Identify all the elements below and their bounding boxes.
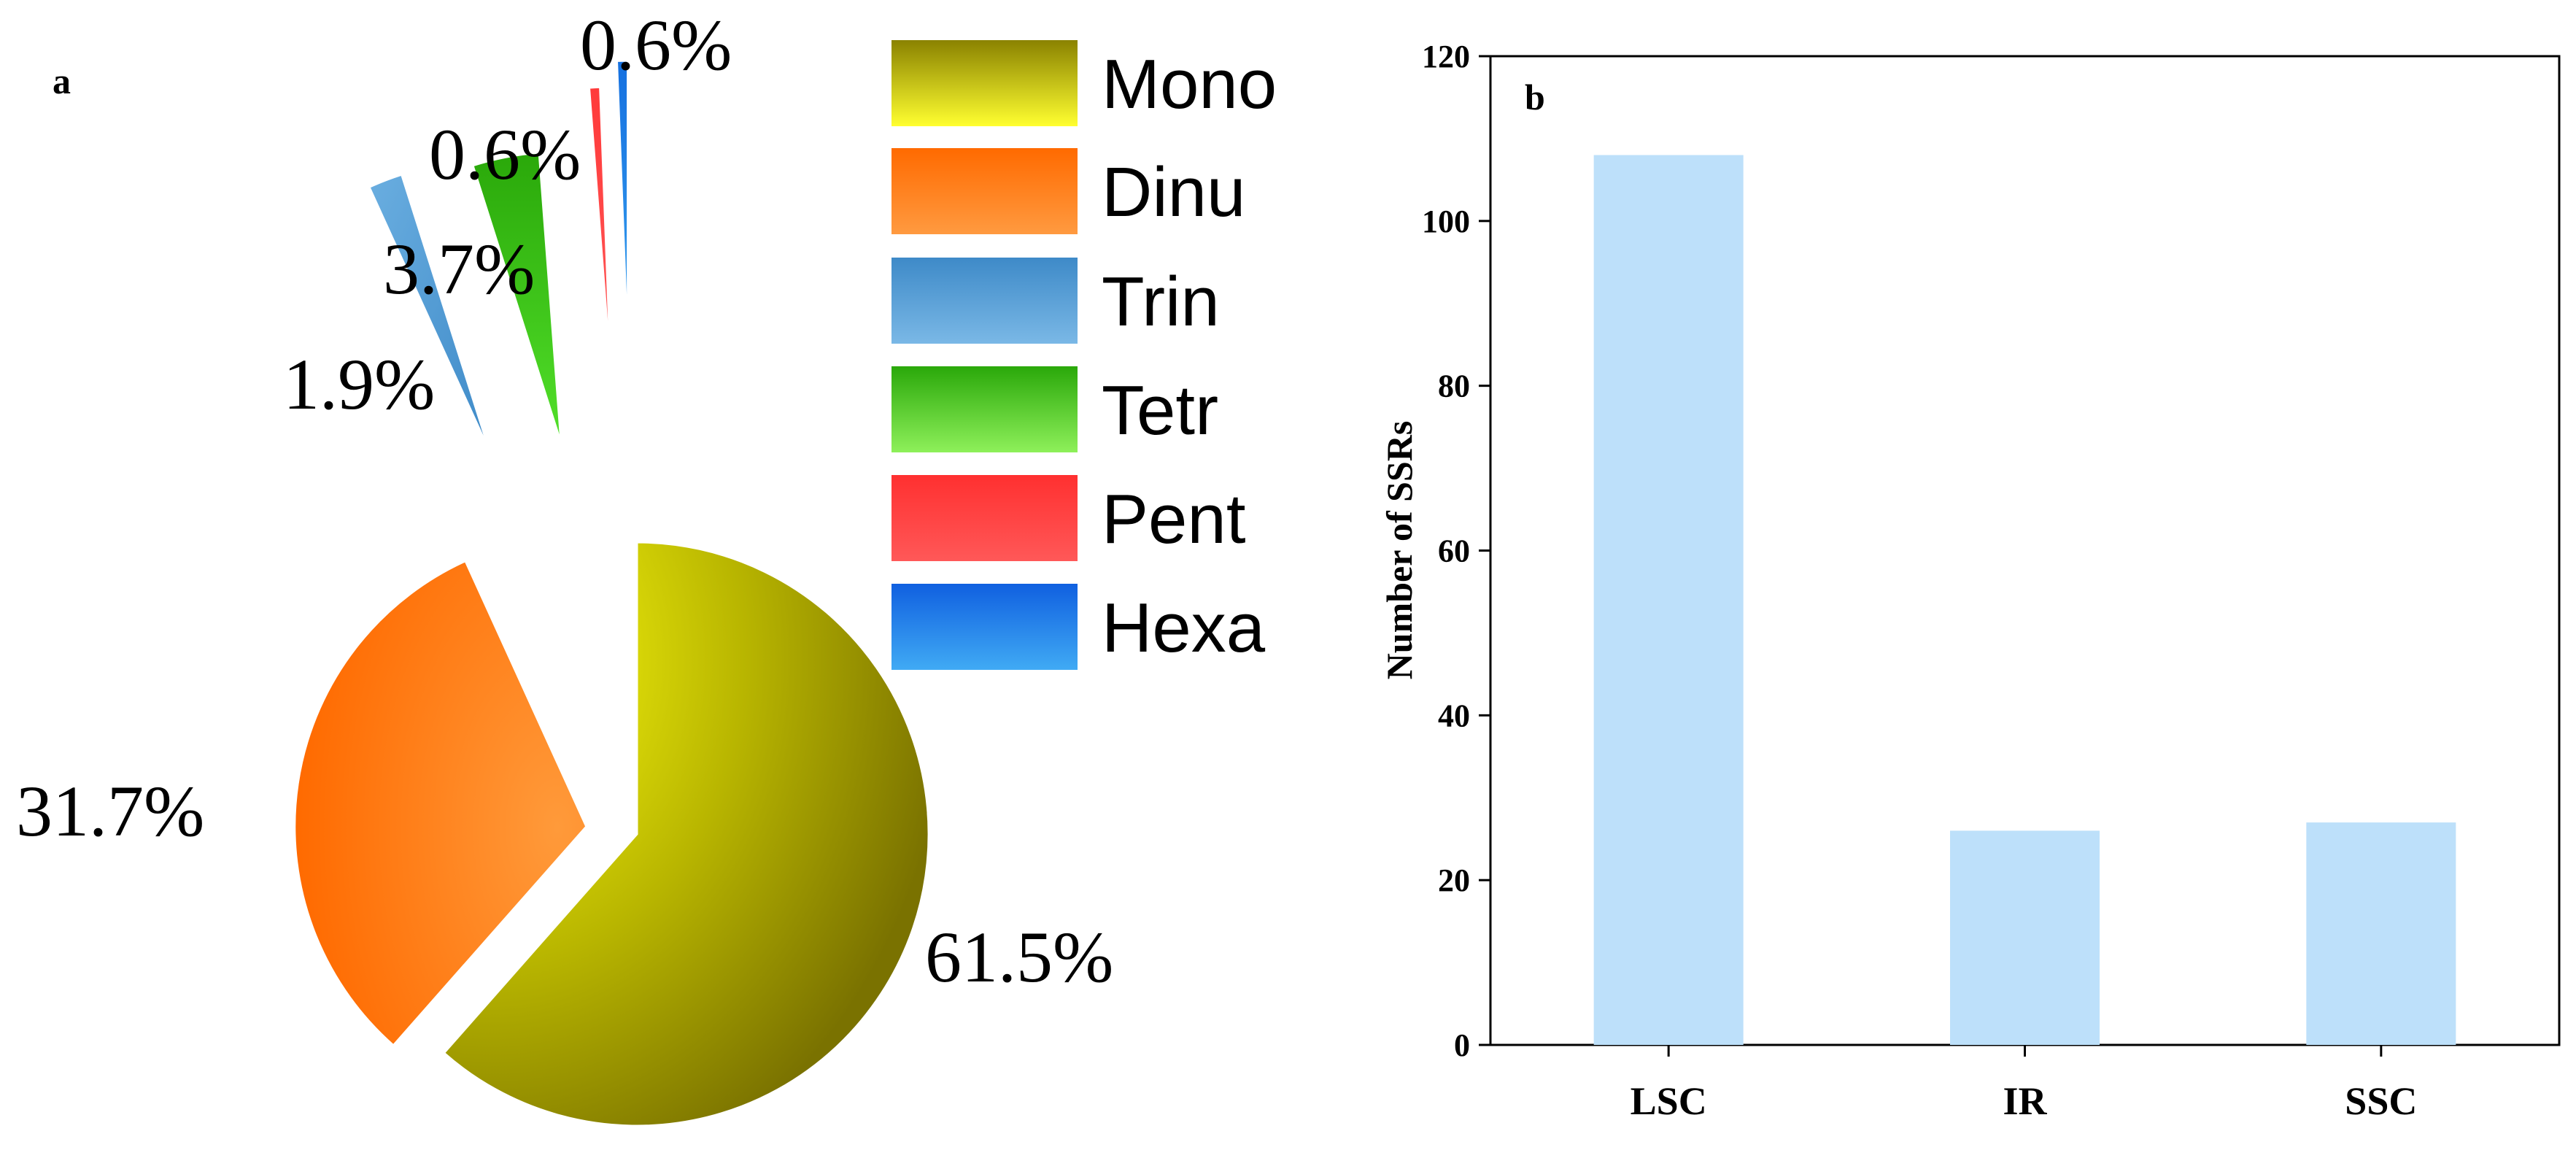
x-tick-label-ssc: SSC	[2345, 1079, 2417, 1123]
pie-slice-trin	[368, 173, 492, 454]
panel-b-label: b	[1525, 77, 1545, 117]
pie-label-hexa: 0.6%	[580, 4, 732, 85]
y-axis-ticks: 0 20 40 60 80 100 120	[1422, 39, 1490, 1063]
pie-label-tetr: 3.7%	[383, 228, 535, 309]
legend-label-tetr: Tetr	[1102, 371, 1218, 449]
x-tick-label-lsc: LSC	[1631, 1079, 1707, 1123]
bar-ssc	[2306, 822, 2456, 1045]
y-tick-label: 40	[1438, 698, 1470, 733]
legend-swatch-pent	[891, 475, 1078, 561]
y-tick-label: 0	[1454, 1027, 1470, 1063]
x-axis-labels: LSC IR SSC	[1631, 1045, 2417, 1123]
legend-swatch-hexa	[891, 584, 1078, 670]
y-tick-label: 120	[1422, 39, 1470, 74]
bar-lsc	[1593, 155, 1744, 1045]
legend-label-pent: Pent	[1102, 480, 1245, 558]
pie-label-trin: 1.9%	[283, 344, 435, 425]
pie-label-mono: 61.5%	[925, 916, 1113, 997]
legend-label-hexa: Hexa	[1102, 589, 1266, 667]
legend-label-mono: Mono	[1102, 45, 1277, 123]
pie-label-dinu: 31.7%	[16, 771, 204, 852]
legend-label-trin: Trin	[1102, 263, 1220, 341]
pie-legend: Mono Dinu Trin Tetr Pent Hexa	[891, 40, 1277, 670]
pie-slice-dinu	[293, 559, 588, 1047]
bar-ir	[1950, 830, 2100, 1045]
legend-swatch-trin	[891, 258, 1078, 344]
pie-chart	[293, 59, 930, 1127]
y-tick-label: 80	[1438, 368, 1470, 404]
panel-a-label: a	[53, 61, 71, 101]
legend-label-dinu: Dinu	[1102, 153, 1245, 231]
y-axis-title: Number of SSRs	[1379, 421, 1420, 680]
pie-slice-hexa	[615, 59, 630, 353]
pie-label-pent: 0.6%	[429, 114, 581, 195]
x-tick-label-ir: IR	[2003, 1079, 2047, 1123]
y-tick-label: 20	[1438, 863, 1470, 898]
bar-series	[1593, 155, 2456, 1045]
y-tick-label: 100	[1422, 204, 1470, 239]
legend-swatch-mono	[891, 40, 1078, 126]
y-tick-label: 60	[1438, 533, 1470, 569]
pie-slice-tetr	[471, 151, 562, 444]
legend-swatch-dinu	[891, 148, 1078, 234]
legend-swatch-tetr	[891, 366, 1078, 452]
pie-slice-mono	[442, 541, 930, 1127]
pie-slice-pent	[587, 85, 613, 379]
